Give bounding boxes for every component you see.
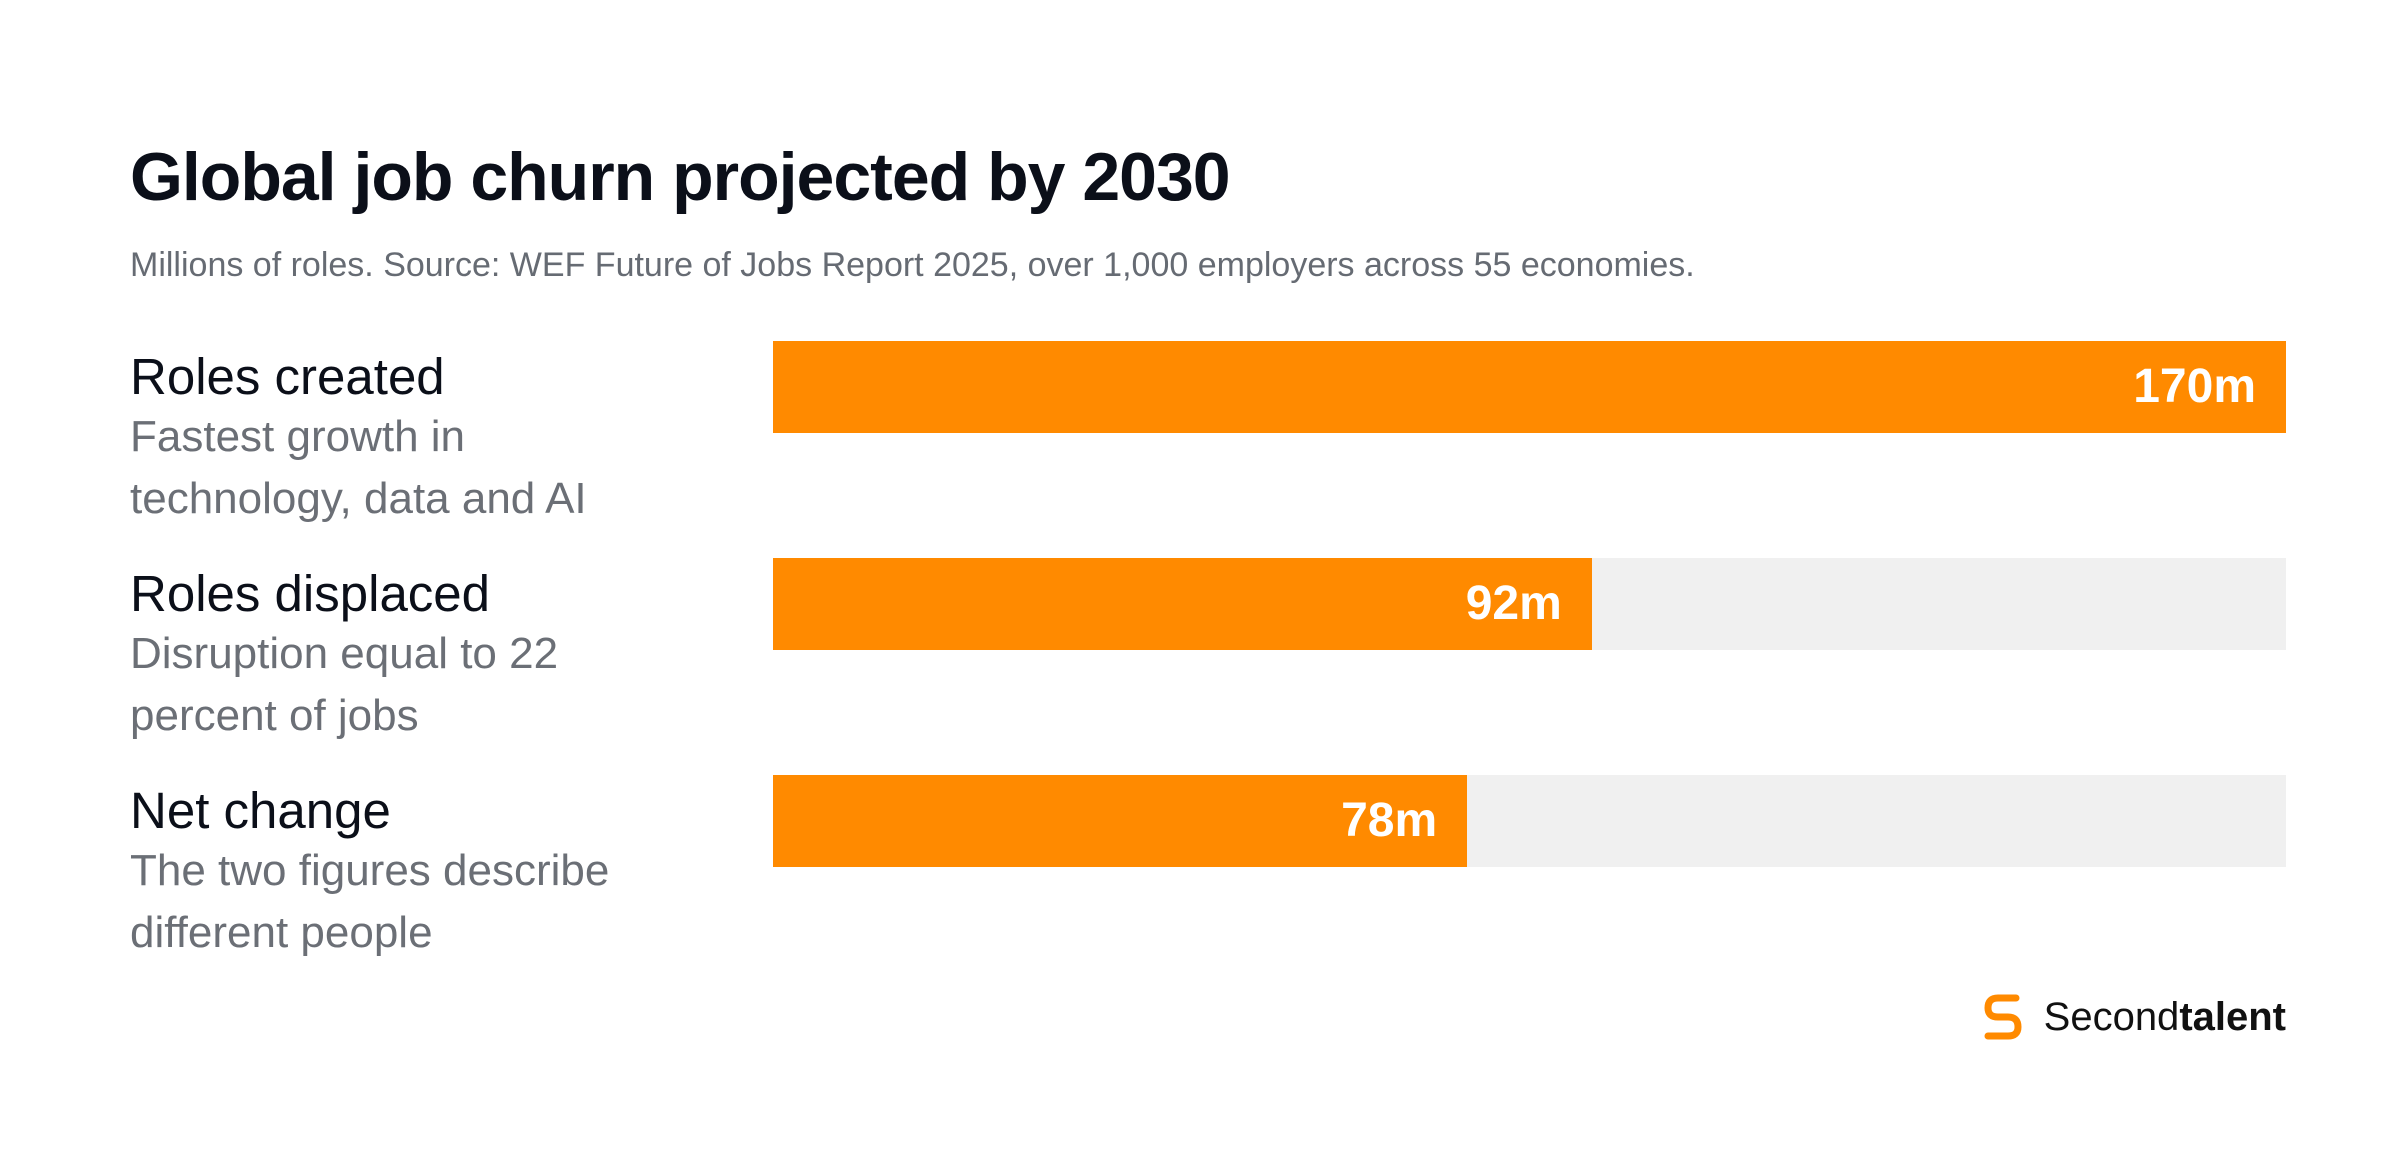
row-description: The two figures describe different peopl… [130,846,610,957]
brand-name-regular: Second [2043,994,2180,1039]
bar-net-change: 78m [773,775,1468,867]
bar-displaced: 92m [773,558,1592,650]
brand-logo: Secondtalent [1976,990,2286,1044]
row-name: Roles displaced [130,565,491,622]
bar-value-label: 92m [1465,577,1562,630]
row-description: Fastest growth in technology, data and A… [130,412,587,523]
bar-track-created: 170m [773,341,2286,433]
brand-name-bold: talent [2179,994,2286,1039]
bar-value-label: 78m [1341,794,1438,847]
bar-track-displaced: 92m [773,558,2286,650]
row-label-displaced: Roles displaced Disruption equal to 22 p… [130,565,690,747]
bar-created: 170m [773,341,2286,433]
row-description: Disruption equal to 22 percent of jobs [130,629,559,740]
row-name: Roles created [130,348,445,405]
secondtalent-logo-icon [1984,994,2022,1040]
brand-name: Secondtalent [2044,995,2286,1040]
row-label-net-change: Net change The two figures describe diff… [130,782,690,964]
row-name: Net change [130,782,391,839]
bar-track-net-change: 78m [773,775,2286,867]
chart-subtitle: Millions of roles. Source: WEF Future of… [130,246,1695,284]
row-label-created: Roles created Fastest growth in technolo… [130,348,690,530]
bar-value-label: 170m [2133,360,2256,413]
chart-title: Global job churn projected by 2030 [130,139,1231,215]
